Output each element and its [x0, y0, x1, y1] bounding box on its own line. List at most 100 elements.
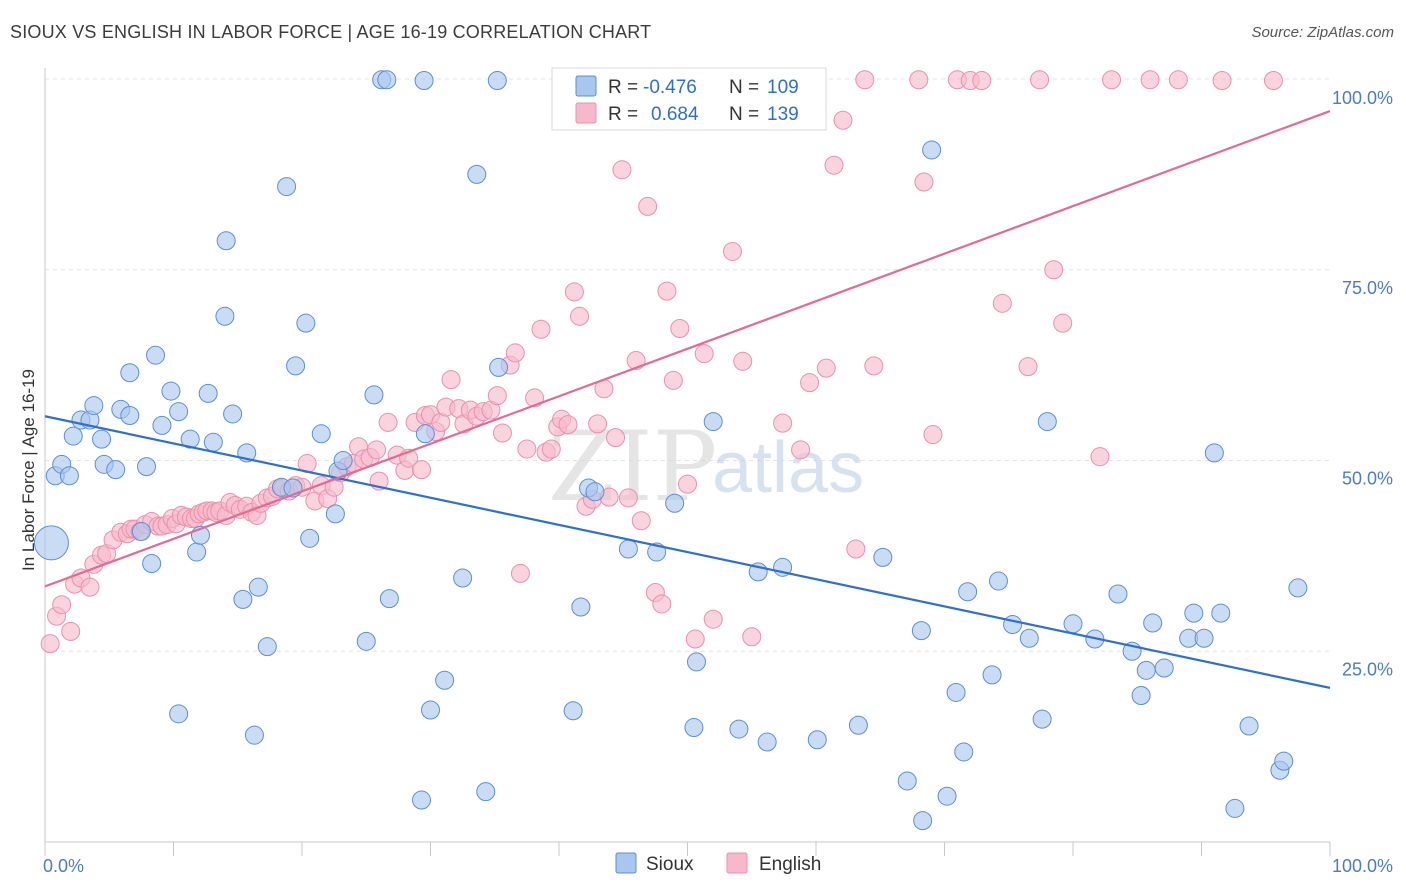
- point-english: [816, 358, 836, 378]
- point-english: [588, 414, 608, 434]
- point-sioux: [1143, 613, 1163, 633]
- point-english: [1140, 70, 1160, 90]
- point-sioux: [489, 357, 509, 377]
- point-english: [652, 594, 672, 614]
- stats-legend-box: [551, 67, 827, 131]
- point-sioux: [476, 782, 496, 802]
- point-sioux: [1154, 658, 1174, 678]
- point-sioux: [59, 466, 79, 486]
- y-tick-label: 50.0%: [1342, 469, 1393, 489]
- point-sioux: [946, 682, 966, 702]
- point-english: [909, 70, 929, 90]
- point-sioux: [686, 652, 706, 672]
- legend-n-value-english: 139: [767, 104, 799, 125]
- point-sioux: [571, 597, 591, 617]
- point-sioux: [277, 177, 297, 197]
- point-english: [864, 356, 884, 376]
- point-english: [531, 319, 551, 339]
- point-sioux: [63, 426, 83, 446]
- point-sioux: [1184, 603, 1204, 623]
- point-sioux: [142, 554, 162, 574]
- watermark-atlas: atlas: [712, 428, 864, 508]
- point-english: [558, 415, 578, 435]
- point-sioux: [120, 405, 140, 425]
- point-sioux: [92, 429, 112, 449]
- point-english: [631, 511, 651, 531]
- point-sioux: [684, 718, 704, 738]
- point-sioux: [146, 345, 166, 365]
- point-sioux: [988, 571, 1008, 591]
- point-sioux: [333, 451, 353, 470]
- point-sioux: [585, 482, 605, 502]
- point-english: [663, 370, 683, 390]
- point-english: [367, 440, 387, 460]
- point-english: [1044, 260, 1064, 280]
- point-sioux: [364, 385, 384, 405]
- legend-r-label-sioux: R =: [608, 77, 638, 98]
- point-sioux: [152, 415, 172, 435]
- point-english: [612, 160, 632, 180]
- point-english: [1102, 70, 1122, 90]
- point-sioux: [300, 528, 320, 548]
- point-sioux: [1136, 660, 1156, 680]
- point-sioux: [913, 811, 933, 831]
- point-sioux: [169, 704, 189, 724]
- point-english: [992, 293, 1012, 313]
- point-english: [846, 539, 866, 559]
- point-sioux: [1108, 584, 1128, 604]
- x-axis: [44, 841, 1331, 856]
- point-sioux: [897, 771, 917, 791]
- point-english: [670, 319, 690, 339]
- point-sioux: [757, 732, 777, 752]
- point-sioux: [244, 725, 264, 745]
- point-english: [833, 110, 853, 130]
- point-english: [1030, 70, 1050, 90]
- chart-title: SIOUX VS ENGLISH IN LABOR FORCE | AGE 16…: [10, 22, 652, 42]
- point-sioux: [911, 621, 931, 641]
- point-sioux: [84, 396, 104, 416]
- point-english: [52, 595, 72, 615]
- point-sioux: [180, 429, 200, 449]
- source-credit: Source: ZipAtlas.com: [1251, 24, 1394, 41]
- legend-n-value-sioux: 109: [767, 77, 799, 98]
- point-english: [1018, 357, 1038, 377]
- point-sioux: [296, 313, 316, 333]
- point-sioux: [618, 539, 638, 559]
- point-sioux: [1037, 412, 1057, 432]
- point-sioux: [1274, 751, 1294, 771]
- point-english: [685, 629, 705, 649]
- point-sioux: [223, 404, 243, 424]
- point-english: [606, 428, 626, 448]
- point-english: [618, 488, 638, 508]
- point-english: [694, 344, 714, 364]
- point-english: [570, 306, 590, 326]
- point-english: [492, 423, 512, 443]
- point-sioux: [873, 547, 893, 567]
- point-sioux: [137, 457, 157, 477]
- point-sioux: [1032, 709, 1052, 729]
- series-english-points: [40, 70, 1283, 654]
- point-english: [791, 440, 811, 460]
- point-sioux: [1003, 615, 1023, 635]
- point-sioux: [356, 631, 376, 651]
- point-english: [510, 563, 530, 583]
- point-sioux: [703, 412, 723, 432]
- point-english: [517, 439, 537, 459]
- point-sioux: [954, 742, 974, 762]
- point-sioux: [120, 363, 140, 383]
- watermark: ZIP atlas: [548, 411, 864, 523]
- point-english: [722, 241, 742, 261]
- gridlines: [45, 78, 1330, 652]
- bottom-legend-label-sioux: Sioux: [646, 854, 694, 875]
- point-sioux: [1288, 578, 1308, 598]
- point-english: [1263, 71, 1283, 91]
- point-sioux: [848, 715, 868, 735]
- legend-r-label-english: R =: [608, 104, 638, 125]
- point-english: [638, 196, 658, 216]
- point-sioux: [257, 637, 277, 657]
- y-tick-label: 75.0%: [1342, 278, 1393, 298]
- point-sioux: [248, 577, 268, 597]
- point-sioux: [1019, 628, 1039, 648]
- point-sioux: [377, 70, 397, 90]
